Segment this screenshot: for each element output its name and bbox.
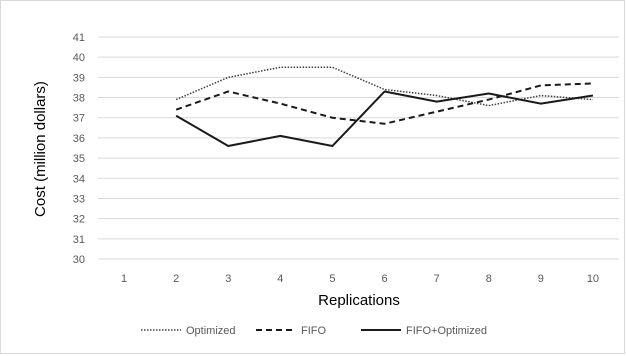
y-tick-label: 33 bbox=[73, 193, 85, 205]
x-tick-label: 3 bbox=[225, 273, 231, 285]
y-tick-label: 37 bbox=[73, 113, 85, 125]
legend-label: FIFO+Optimized bbox=[406, 325, 487, 337]
y-tick-label: 35 bbox=[73, 153, 85, 165]
gridlines bbox=[98, 36, 619, 260]
x-tick-label: 4 bbox=[277, 273, 283, 285]
y-tick-label: 36 bbox=[73, 133, 85, 145]
x-tick-label: 7 bbox=[434, 273, 440, 285]
legend: Optimized FIFO FIFO+Optimized bbox=[141, 325, 487, 337]
x-tick-label: 6 bbox=[381, 273, 387, 285]
legend-label: FIFO bbox=[301, 325, 326, 337]
x-axis-title: Replications bbox=[318, 292, 400, 309]
x-tick-label: 5 bbox=[329, 273, 335, 285]
y-tick-label: 39 bbox=[73, 72, 85, 84]
series-line-fifo bbox=[175, 82, 593, 125]
y-tick-labels: 30 31 32 33 34 35 36 37 38 39 40 41 bbox=[73, 32, 85, 266]
y-tick-label: 38 bbox=[73, 93, 85, 105]
y-tick-label: 41 bbox=[73, 32, 85, 44]
x-tick-label: 1 bbox=[121, 273, 127, 285]
y-axis-title: Cost (million dollars) bbox=[32, 81, 49, 217]
y-tick-label: 40 bbox=[73, 52, 85, 64]
x-tick-labels: 1 2 3 4 5 6 7 8 9 10 bbox=[121, 273, 599, 285]
y-tick-label: 31 bbox=[73, 234, 85, 246]
y-tick-label: 30 bbox=[73, 254, 85, 266]
x-tick-label: 2 bbox=[173, 273, 179, 285]
x-tick-label: 10 bbox=[587, 273, 599, 285]
y-tick-label: 32 bbox=[73, 214, 85, 226]
series-lines bbox=[175, 66, 594, 147]
x-tick-label: 8 bbox=[486, 273, 492, 285]
y-tick-label: 34 bbox=[73, 173, 85, 185]
x-tick-label: 9 bbox=[538, 273, 544, 285]
series-line-optimized bbox=[175, 66, 594, 107]
legend-label: Optimized bbox=[186, 325, 236, 337]
series-line-fifo-optimized bbox=[175, 90, 594, 147]
